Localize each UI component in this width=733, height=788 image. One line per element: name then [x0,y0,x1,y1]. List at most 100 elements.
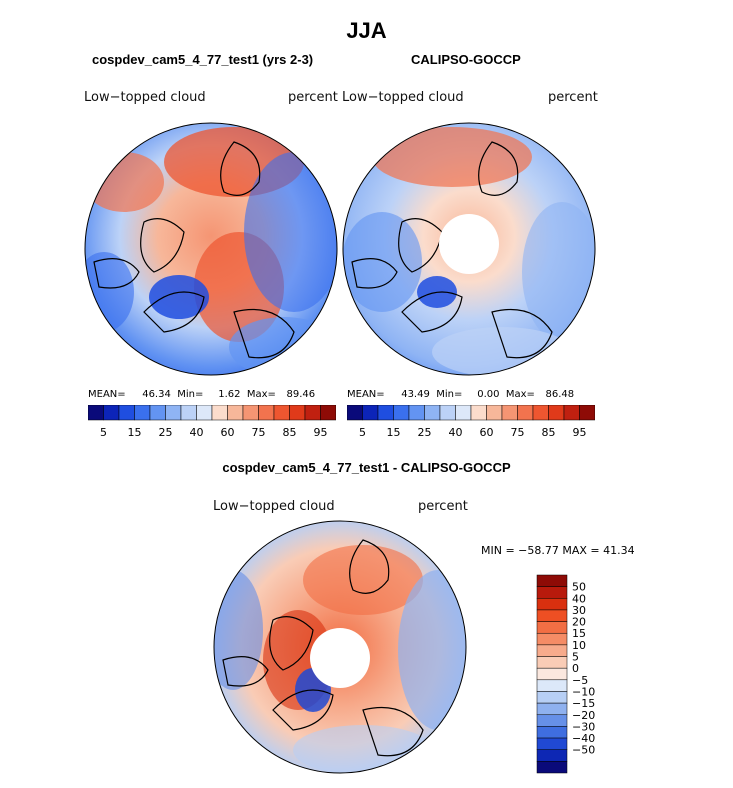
panel-1-colorbar: 5 15 25 40 60 75 85 95 [88,405,336,439]
colorbar-box [548,405,565,421]
panel-1-polar-map [84,122,338,376]
diff-colorbar-boxes [536,574,568,774]
colorbar-tick-label: 85 [542,426,556,439]
colorbar-tick-label: 5 [359,426,366,439]
panel-1-variable: Low−topped cloud [84,90,206,105]
colorbar-box [563,405,580,421]
colorbar-tick-label: 95 [573,426,587,439]
colorbar-box [347,405,363,421]
diff-colorbar-tick-label: 15 [572,627,586,640]
panel-1-units: percent [288,90,338,105]
colorbar-box [579,405,595,421]
diff-colorbar-box [536,702,568,716]
colorbar-box [103,405,120,421]
colorbar-box [320,405,336,421]
colorbar-box [227,405,244,421]
colorbar-tick-label: 95 [314,426,328,439]
diff-units: percent [418,499,468,514]
diff-colorbar-tick-label: 10 [572,639,586,652]
diff-title: cospdev_cam5_4_77_test1 - CALIPSO-GOCCP [222,460,511,475]
panel-2-variable: Low−topped cloud [342,90,464,105]
colorbar-tick-label: 40 [449,426,463,439]
diff-colorbar-tick-label: 0 [572,662,579,675]
diff-colorbar-box [536,586,568,599]
colorbar-tick-label: 15 [128,426,142,439]
diff-colorbar-box [536,644,568,657]
diff-colorbar-tick-label: −50 [572,744,595,757]
panel-2-polar-map [342,122,596,376]
diff-colorbar-tick-label: 40 [572,592,586,605]
panel-2-colorbar: 5 15 25 40 60 75 85 95 [347,405,595,439]
colorbar-box [424,405,441,421]
panel-1-stats: MEAN= 46.34 Min= 1.62 Max= 89.46 [88,389,316,400]
colorbar-tick-label: 60 [480,426,494,439]
diff-colorbar-box [536,737,568,750]
colorbar-box [439,405,456,421]
colorbar-box [134,405,151,421]
diff-colorbar-box [536,761,568,774]
diff-minmax: MIN = −58.77 MAX = 41.34 [481,544,635,557]
diff-colorbar-box [536,691,568,704]
panel-1-colorbar-labels: 5 15 25 40 60 75 85 95 [100,426,328,439]
colorbar-box [408,405,425,421]
diff-colorbar-tick-label: 20 [572,616,586,629]
colorbar-tick-label: 60 [221,426,235,439]
diff-variable: Low−topped cloud [213,499,335,514]
panel-1-title: cospdev_cam5_4_77_test1 (yrs 2-3) [92,52,314,67]
diff-colorbar-tick-label: 5 [572,651,579,664]
diff-colorbar-tick-label: −20 [572,709,595,722]
colorbar-tick-label: 40 [190,426,204,439]
colorbar-box [180,405,197,421]
colorbar-tick-label: 25 [418,426,432,439]
panel-1-colorbar-boxes [88,405,336,421]
colorbar-box [242,405,259,421]
diff-colorbar-tick-label: −15 [572,697,595,710]
colorbar-box [532,405,549,421]
diff-colorbar-tick-label: −10 [572,685,595,698]
colorbar-tick-label: 15 [387,426,401,439]
colorbar-box [517,405,534,421]
colorbar-box [455,405,472,421]
colorbar-box [362,405,379,421]
colorbar-box [393,405,410,421]
colorbar-box [486,405,503,421]
diff-colorbar-tick-label: −40 [572,732,595,745]
colorbar-box [118,405,135,421]
panel-2-title: CALIPSO-GOCCP [411,52,521,67]
colorbar-box [470,405,487,421]
diff-colorbar-tick-label: −5 [572,674,588,687]
colorbar-tick-label: 5 [100,426,107,439]
colorbar-box [165,405,182,421]
diff-polar-map [213,520,467,774]
colorbar-box [273,405,290,421]
diff-colorbar-box [536,609,568,622]
colorbar-box [377,405,394,421]
colorbar-box [211,405,228,421]
diff-colorbar-box [536,726,568,739]
diff-colorbar-box [536,632,568,646]
colorbar-tick-label: 75 [511,426,525,439]
colorbar-box [196,405,213,421]
colorbar-box [289,405,306,421]
colorbar-tick-label: 25 [159,426,173,439]
diff-colorbar-tick-label: −30 [572,720,595,733]
panel-2-stats: MEAN= 43.49 Min= 0.00 Max= 86.48 [347,389,575,400]
colorbar-box [258,405,275,421]
diff-colorbar-box [536,667,568,681]
diff-colorbar-box [536,749,568,762]
panel-2-colorbar-boxes [347,405,595,421]
colorbar-box [501,405,518,421]
colorbar-tick-label: 85 [283,426,297,439]
diff-colorbar-tick-label: 30 [572,604,586,617]
diff-colorbar-tick-label: 50 [572,581,586,594]
panel-2-units: percent [548,90,598,105]
diff-colorbar-box [536,621,568,634]
colorbar-box [304,405,321,421]
colorbar-box [149,405,166,421]
figure-title: JJA [346,18,387,43]
diff-colorbar-box [536,598,568,611]
colorbar-tick-label: 75 [252,426,266,439]
diff-colorbar-box [536,714,568,727]
